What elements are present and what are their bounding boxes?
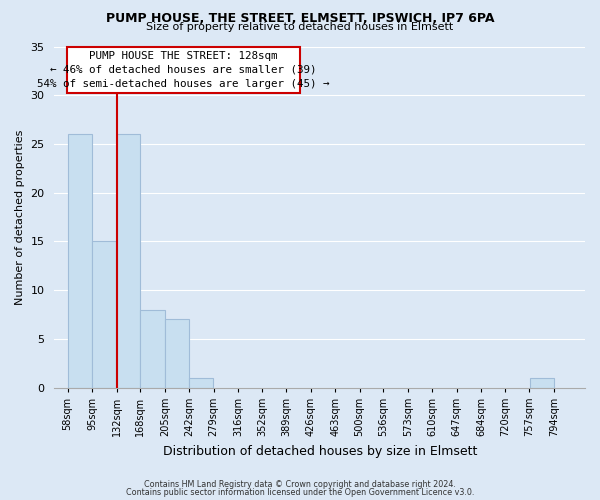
Y-axis label: Number of detached properties: Number of detached properties [15,130,25,305]
FancyBboxPatch shape [67,46,300,94]
Text: PUMP HOUSE, THE STREET, ELMSETT, IPSWICH, IP7 6PA: PUMP HOUSE, THE STREET, ELMSETT, IPSWICH… [106,12,494,26]
Text: Contains HM Land Registry data © Crown copyright and database right 2024.: Contains HM Land Registry data © Crown c… [144,480,456,489]
X-axis label: Distribution of detached houses by size in Elmsett: Distribution of detached houses by size … [163,444,477,458]
Bar [92,242,116,388]
Bar [530,378,554,388]
Text: PUMP HOUSE THE STREET: 128sqm
← 46% of detached houses are smaller (39)
54% of s: PUMP HOUSE THE STREET: 128sqm ← 46% of d… [37,51,330,89]
Bar [165,320,189,388]
Text: Size of property relative to detached houses in Elmsett: Size of property relative to detached ho… [146,22,454,32]
Bar [190,378,214,388]
Bar [140,310,164,388]
Bar [68,134,92,388]
Text: Contains public sector information licensed under the Open Government Licence v3: Contains public sector information licen… [126,488,474,497]
Bar [116,134,140,388]
